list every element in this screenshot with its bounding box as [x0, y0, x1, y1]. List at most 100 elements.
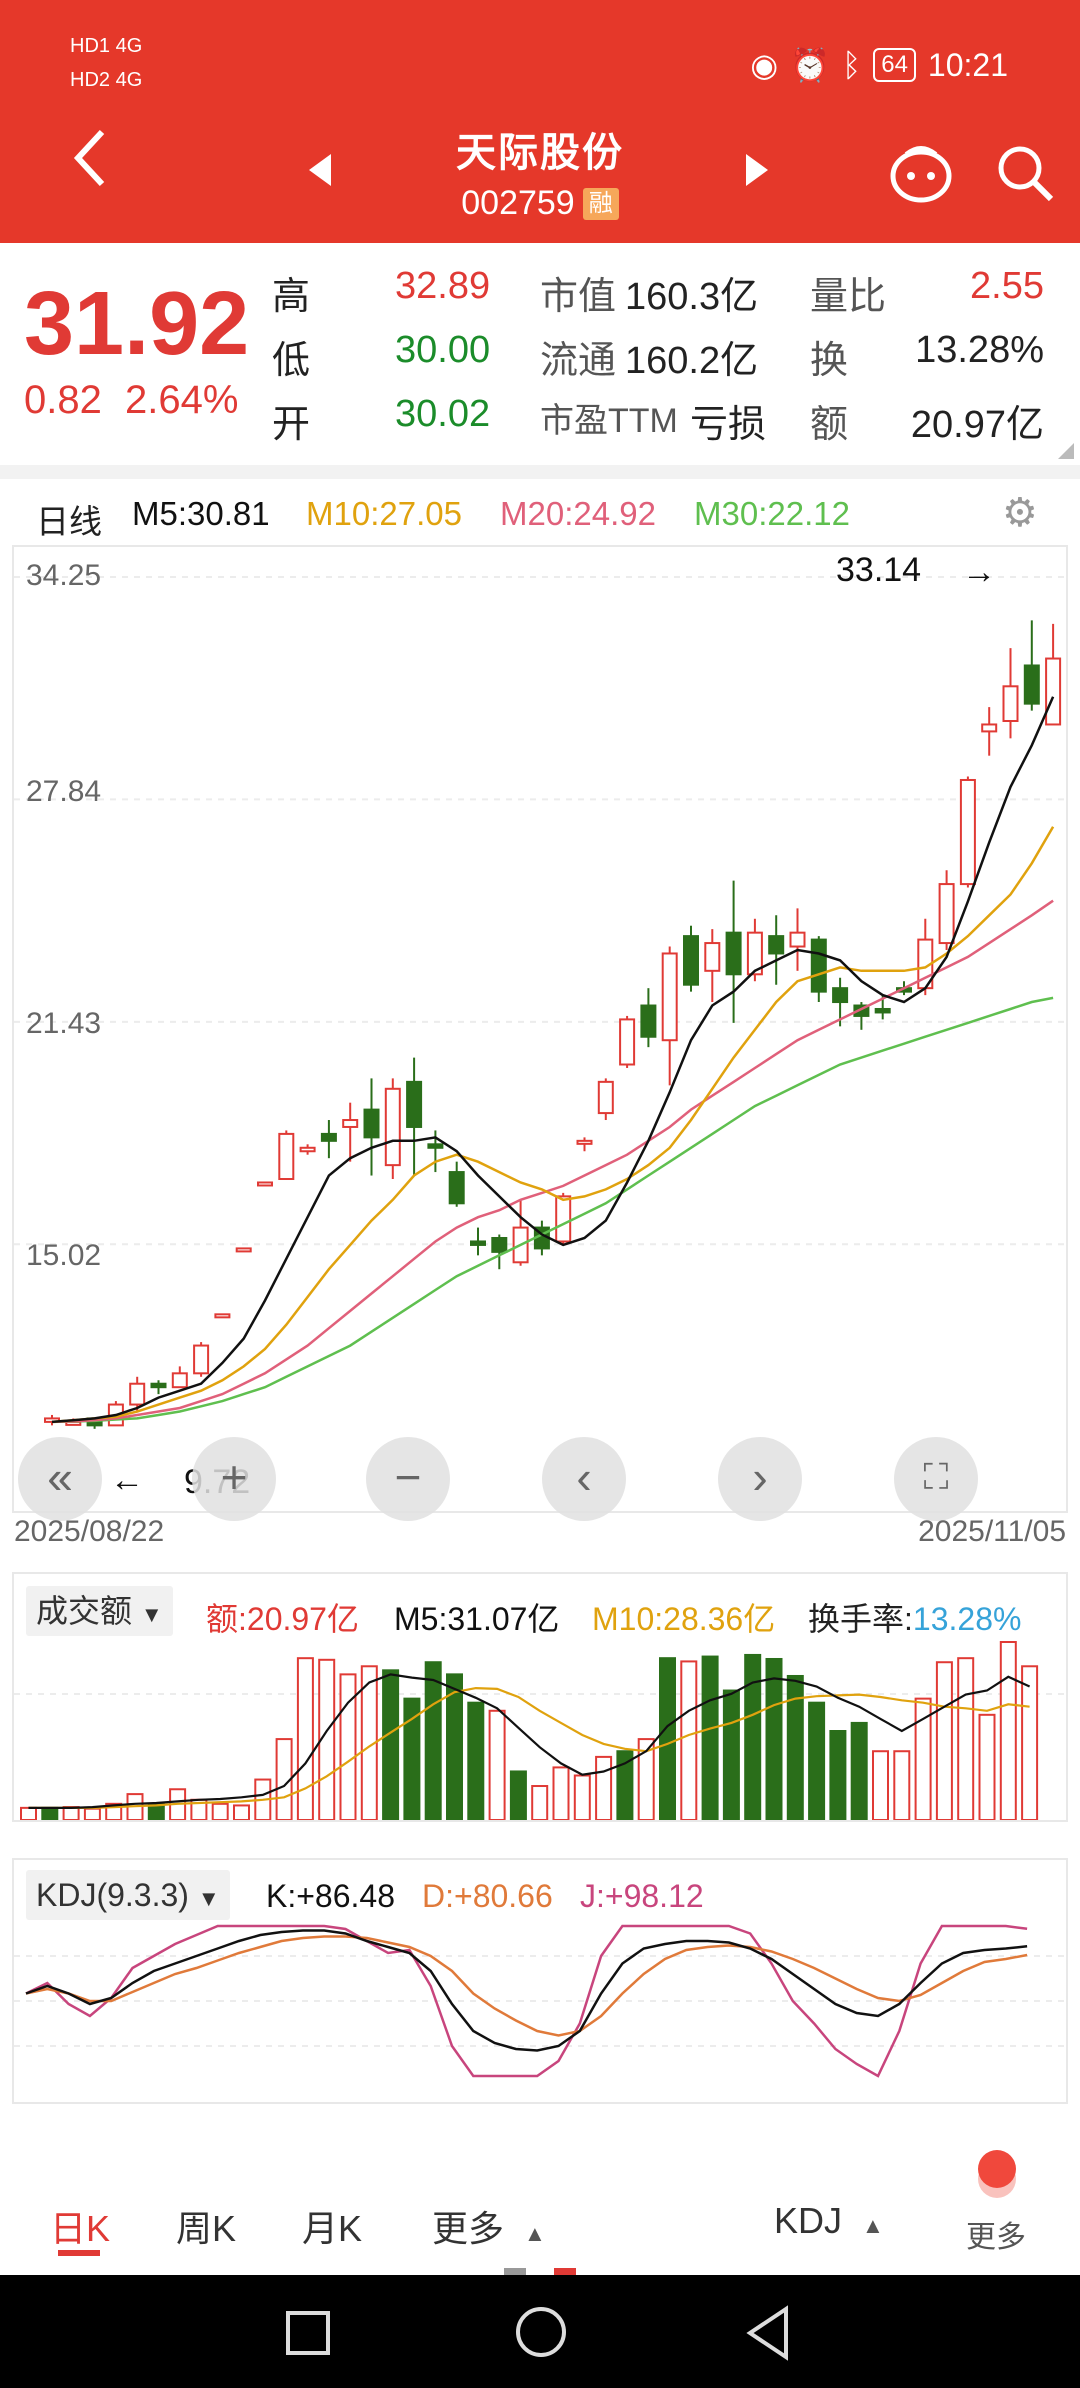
- volume-bar: [616, 1750, 634, 1820]
- volume-dropdown[interactable]: 成交额 ▼: [26, 1586, 173, 1636]
- high-value: 32.89: [395, 265, 491, 307]
- volume-bar: [211, 1802, 229, 1820]
- back-button[interactable]: [746, 2305, 790, 2366]
- volume-m5: M5:31.07亿: [394, 1601, 560, 1637]
- candle-body: [683, 935, 699, 986]
- candle-body: [448, 1171, 465, 1205]
- volume-bar: [914, 1697, 932, 1820]
- volume-amount: 额:20.97亿: [206, 1601, 359, 1637]
- settings-gear-icon[interactable]: ⚙: [1002, 491, 1038, 535]
- volume-ma5-line: [28, 1673, 1031, 1809]
- battery-icon: 64: [873, 48, 916, 82]
- volume-bar: [531, 1785, 549, 1820]
- expand-corner-icon[interactable]: [1058, 443, 1074, 459]
- candle-body: [810, 938, 827, 993]
- kdj-dropdown-label: KDJ(9.3.3): [36, 1877, 189, 1913]
- margin-badge: 融: [582, 188, 619, 220]
- search-icon[interactable]: [996, 144, 1056, 209]
- robot-assistant-icon[interactable]: [888, 140, 954, 209]
- tab-indicator-kdj[interactable]: KDJ ▲: [774, 2200, 884, 2242]
- volume-bar: [552, 1766, 570, 1820]
- recent-apps-button[interactable]: [286, 2311, 330, 2355]
- volume-bar: [659, 1657, 676, 1820]
- candle-body: [981, 723, 998, 733]
- candle-body: [640, 1004, 657, 1038]
- volume-bar: [20, 1806, 37, 1820]
- candle-body: [1002, 685, 1019, 722]
- next-stock-icon[interactable]: [742, 150, 772, 195]
- volume-bar: [637, 1738, 655, 1820]
- volume-bar: [872, 1750, 889, 1820]
- candle-body: [746, 931, 763, 976]
- candle-body: [193, 1344, 210, 1375]
- mktcap-label: 市值: [540, 276, 617, 318]
- home-button[interactable]: [516, 2307, 566, 2357]
- pe-label: 市盈TTM: [540, 402, 678, 440]
- volume-ratio-value: 2.55: [970, 265, 1044, 307]
- candle-body: [342, 1119, 359, 1128]
- volume-bar: [786, 1674, 804, 1820]
- candle-body: [789, 931, 806, 948]
- zoom-out-button[interactable]: −: [366, 1437, 450, 1521]
- mktcap-value: 160.3亿: [625, 276, 759, 318]
- candle-body: [853, 1004, 870, 1017]
- volume-bar: [467, 1701, 485, 1820]
- candle-body: [874, 1007, 891, 1014]
- change-value: 0.82: [24, 378, 102, 422]
- active-tab-indicator: [58, 2250, 100, 2256]
- kdj-k-line: [25, 1929, 1028, 2052]
- ma30-line: [51, 996, 1054, 1424]
- scroll-right-button[interactable]: ›: [718, 1437, 802, 1521]
- status-time: 10:21: [927, 46, 1008, 83]
- candle-body: [555, 1195, 572, 1243]
- volume-panel: 成交额 ▼ 额:20.97亿 M5:31.07亿 M10:28.36亿 换手率:…: [12, 1572, 1068, 1822]
- volume-bar: [893, 1750, 911, 1820]
- back-icon[interactable]: [70, 128, 110, 188]
- y-tick-label: 27.84: [26, 775, 102, 808]
- max-arrow-icon: →: [962, 553, 996, 591]
- candle-body: [384, 1087, 401, 1167]
- caret-down-icon: ▼: [197, 1886, 220, 1911]
- volume-bar: [680, 1660, 698, 1820]
- period-label[interactable]: 日线: [36, 503, 102, 540]
- more-dot-icon[interactable]: [978, 2150, 1016, 2188]
- float-value: 160.2亿: [625, 340, 759, 382]
- start-date: 2025/08/22: [14, 1515, 165, 1548]
- tab-day-k[interactable]: 日K: [50, 2208, 111, 2249]
- volume-bar: [41, 1806, 59, 1820]
- scroll-start-button[interactable]: «: [18, 1437, 102, 1521]
- float-label: 流通: [540, 340, 617, 382]
- more-button[interactable]: 更多: [966, 2221, 1026, 2254]
- candle-body: [278, 1132, 295, 1181]
- volume-bar: [233, 1804, 250, 1820]
- app-header: HD1 4G HD2 4G ◉ ⏰ ᛒ 64 10:21 天际股份 002759…: [0, 0, 1080, 243]
- high-label: 高: [272, 276, 311, 318]
- tab-more[interactable]: 更多 ▲: [432, 2200, 546, 2252]
- volume-bar: [296, 1657, 314, 1820]
- candle-body: [470, 1240, 486, 1246]
- prev-stock-icon[interactable]: [305, 150, 335, 195]
- volume-bar: [382, 1669, 400, 1820]
- zoom-in-button[interactable]: +: [192, 1437, 276, 1521]
- tab-week-k[interactable]: 周K: [176, 2208, 237, 2249]
- tab-month-k[interactable]: 月K: [302, 2208, 363, 2249]
- candle-chart-panel[interactable]: 34.25 27.84 21.43 15.02 33.14 → ← 9.72 «…: [12, 545, 1068, 1521]
- candle-body: [320, 1132, 337, 1142]
- low-value: 30.00: [395, 329, 491, 371]
- open-label: 开: [272, 404, 311, 446]
- candlestick-chart[interactable]: [14, 547, 1066, 1511]
- candle-body: [597, 1080, 614, 1115]
- min-arrow-icon: ←: [110, 1461, 144, 1499]
- scroll-left-button[interactable]: ‹: [542, 1437, 626, 1521]
- eye-icon: ◉: [750, 47, 779, 83]
- fullscreen-button[interactable]: ⛶: [894, 1437, 978, 1521]
- stock-name: 天际股份: [456, 131, 624, 175]
- ma30-value: M30:22.12: [694, 495, 850, 532]
- kdj-dropdown[interactable]: KDJ(9.3.3) ▼: [26, 1870, 230, 1920]
- volume-bar: [488, 1709, 506, 1820]
- volume-bar: [999, 1641, 1017, 1820]
- sim1-signal: HD1 4G: [70, 35, 143, 57]
- candle-body: [832, 987, 849, 1004]
- amount-label: 额: [810, 404, 849, 446]
- signal-status: HD1 4G HD2 4G: [70, 36, 142, 90]
